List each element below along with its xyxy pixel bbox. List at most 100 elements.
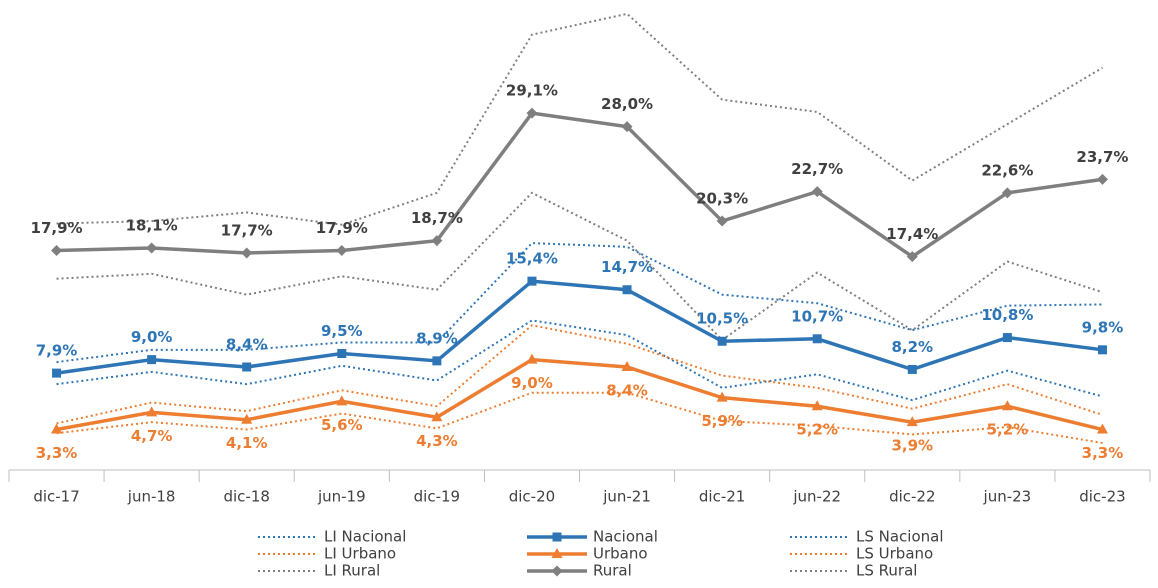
x-tick-label: dic-22 — [889, 488, 935, 506]
value-label: 17,7% — [221, 221, 273, 239]
x-tick-label: dic-23 — [1079, 488, 1125, 506]
data-point — [906, 251, 918, 263]
data-point — [52, 368, 62, 378]
x-tick-label: dic-18 — [223, 488, 269, 506]
data-point — [1001, 400, 1013, 411]
data-point — [431, 235, 443, 247]
x-tick-label: dic-17 — [33, 488, 79, 506]
value-label: 9,0% — [511, 374, 553, 392]
value-label: 5,2% — [796, 421, 838, 439]
data-point — [431, 411, 443, 422]
legend-label: LS Nacional — [856, 528, 944, 546]
value-label: 22,7% — [791, 160, 843, 178]
data-point — [811, 400, 823, 411]
value-label: 22,6% — [981, 161, 1033, 179]
series-line — [56, 324, 1103, 425]
data-point — [1097, 345, 1107, 355]
value-label: 3,3% — [1082, 444, 1124, 462]
value-label: 18,7% — [411, 209, 463, 227]
series-line — [56, 319, 1103, 402]
value-label: 9,5% — [321, 322, 363, 340]
data-point — [432, 356, 442, 366]
legend-label: Urbano — [593, 545, 648, 563]
value-label: 23,7% — [1076, 148, 1128, 166]
value-label: 17,9% — [316, 219, 368, 237]
value-label: 8,4% — [606, 381, 648, 399]
data-point — [812, 334, 822, 344]
value-label: 18,1% — [126, 217, 178, 235]
series-line — [56, 391, 1103, 445]
series-line — [56, 191, 1103, 342]
data-point — [337, 349, 347, 358]
value-label: 8,4% — [226, 335, 268, 353]
legend-label: Nacional — [593, 528, 658, 546]
x-tick-label: dic-20 — [509, 488, 555, 506]
data-point — [241, 247, 253, 259]
value-label: 4,3% — [416, 432, 458, 450]
value-label: 9,8% — [1082, 318, 1124, 336]
data-point — [241, 413, 253, 424]
legend-label: LI Rural — [324, 562, 380, 580]
x-tick-label: jun-21 — [602, 488, 651, 506]
data-point — [51, 244, 63, 256]
data-point — [1002, 333, 1012, 343]
legend-marker — [552, 532, 562, 542]
data-point — [1001, 187, 1013, 199]
data-point — [242, 362, 252, 372]
series-line — [56, 111, 1103, 259]
data-point — [336, 244, 348, 256]
legend-label: LI Nacional — [324, 528, 406, 546]
legend-label: LS Urbano — [856, 545, 933, 563]
data-point — [527, 276, 537, 286]
value-label: 9,0% — [131, 328, 173, 346]
x-tick-label: dic-19 — [414, 488, 460, 506]
data-point — [716, 391, 728, 402]
data-point — [526, 107, 538, 119]
data-point — [146, 242, 158, 254]
data-point — [51, 423, 63, 434]
series-line — [56, 357, 1103, 432]
value-label: 28,0% — [601, 95, 653, 113]
value-label: 4,7% — [131, 427, 173, 445]
series-line — [56, 242, 1103, 364]
value-label: 5,9% — [701, 412, 743, 430]
value-label: 10,5% — [696, 310, 748, 328]
data-point — [811, 186, 823, 198]
legend-marker — [551, 548, 563, 558]
value-label: 3,9% — [891, 437, 933, 455]
x-tick-label: jun-22 — [792, 488, 841, 506]
legend-label: LI Urbano — [324, 545, 396, 563]
data-point — [907, 364, 917, 374]
value-label: 7,9% — [36, 342, 78, 360]
value-label: 3,3% — [36, 444, 78, 462]
value-label: 14,7% — [601, 258, 653, 276]
data-point — [621, 360, 633, 371]
value-label: 5,2% — [987, 421, 1029, 439]
x-tick-label: jun-19 — [317, 488, 366, 506]
data-point — [906, 416, 918, 427]
data-point — [622, 285, 632, 295]
value-label: 5,6% — [321, 416, 363, 434]
x-tick-label: dic-21 — [699, 488, 745, 506]
value-label: 20,3% — [696, 190, 748, 208]
value-label: 4,1% — [226, 434, 268, 452]
x-tick-label: jun-18 — [127, 488, 176, 506]
data-point — [621, 121, 633, 133]
value-label: 8,9% — [416, 329, 458, 347]
data-point — [526, 353, 538, 364]
legend-label: Rural — [593, 562, 632, 580]
legend-label: LS Rural — [856, 562, 917, 580]
data-point — [146, 406, 158, 417]
value-label: 8,2% — [891, 338, 933, 356]
data-point — [716, 215, 728, 227]
value-label: 17,4% — [886, 225, 938, 243]
value-label: 10,8% — [981, 306, 1033, 324]
data-point — [147, 355, 157, 365]
value-label: 17,9% — [31, 219, 83, 237]
data-point — [717, 336, 727, 346]
value-label: 15,4% — [506, 250, 558, 268]
legend-marker — [551, 565, 563, 577]
data-point — [336, 395, 348, 406]
